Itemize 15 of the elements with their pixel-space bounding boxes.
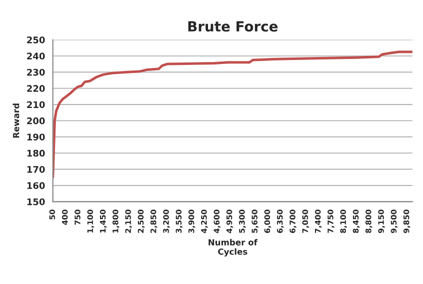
y-tick-label: 230 bbox=[27, 68, 45, 76]
y-axis-title: Reward bbox=[12, 104, 20, 138]
y-tick-label: 150 bbox=[27, 198, 45, 206]
chart-title: Brute Force bbox=[188, 21, 278, 32]
line-series bbox=[52, 50, 412, 179]
y-tick-label: 210 bbox=[27, 101, 45, 108]
x-axis-title: Number of Cycles bbox=[208, 238, 258, 256]
y-tick-label: 250 bbox=[27, 36, 45, 44]
y-tick-label: 170 bbox=[27, 166, 45, 173]
y-tick-label: 180 bbox=[27, 150, 45, 157]
y-tick-label: 240 bbox=[27, 52, 45, 60]
y-tick-label: 160 bbox=[27, 182, 45, 190]
y-tick-label: 190 bbox=[27, 134, 45, 140]
y-tick-label: 220 bbox=[27, 85, 45, 92]
y-tick-label: 200 bbox=[27, 117, 45, 124]
